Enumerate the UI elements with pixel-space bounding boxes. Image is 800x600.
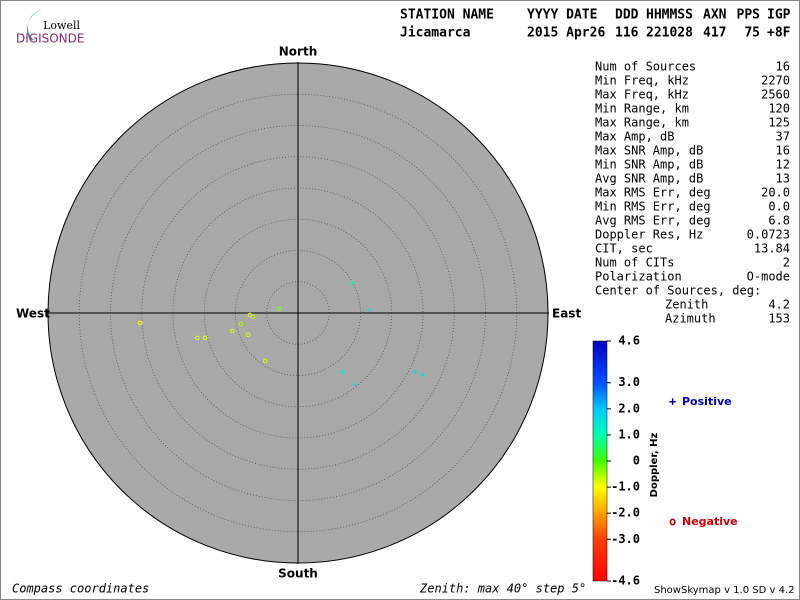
header-value: Jicamarca [400, 26, 471, 41]
stat-label: Max RMS Err, deg [595, 186, 711, 200]
colorbar-tick-label: 4.6 [618, 334, 640, 348]
south-label: South [278, 567, 318, 581]
center-stat-value: 4.2 [768, 298, 790, 312]
stat-value: 2270 [761, 74, 790, 88]
source-positive [420, 372, 426, 378]
legend-label: Negative [682, 515, 738, 528]
stat-label: Avg SNR Amp, dB [595, 172, 703, 186]
source-negative [202, 335, 208, 341]
header-column: STATION NAME [400, 8, 494, 23]
source-positive [349, 280, 355, 286]
colorbar-tick-label: 1.0 [618, 427, 640, 441]
stat-value: 20.0 [761, 186, 790, 200]
colorbar-tick-label: 2.0 [618, 401, 640, 415]
logo-bottom: DIGISONDE [16, 32, 84, 46]
source-positive [412, 369, 418, 375]
header-column: DDD [615, 8, 639, 23]
colorbar-tick-label: 0 [633, 454, 640, 468]
stat-label: Min SNR Amp, dB [595, 158, 703, 172]
legend-symbol: + [669, 395, 676, 409]
header-column: IGP [767, 8, 791, 23]
stat-label: Max Range, km [595, 116, 689, 130]
source-positive [339, 369, 345, 375]
source-negative [137, 320, 143, 326]
stat-value: 125 [768, 116, 790, 130]
logo-top: Lowell [43, 19, 80, 32]
center-stat-value: 153 [768, 312, 790, 326]
legend-label: Positive [682, 395, 732, 408]
source-positive [366, 307, 372, 313]
east-label: East [552, 307, 581, 321]
colorbar-label: Doppler, Hz [649, 433, 660, 498]
center-label: Center of Sources, deg: [595, 284, 761, 298]
stat-value: 13.84 [754, 242, 790, 256]
header-column: HHMMSS [646, 8, 693, 23]
colorbar-tick-label: -2.0 [611, 506, 640, 520]
stat-value: 12 [776, 158, 790, 172]
footer-right: ShowSkymap v 1.0 SD v 4.2 [654, 585, 794, 596]
west-label: West [16, 307, 50, 321]
legend-symbol: o [669, 515, 676, 529]
stat-label: Min Freq, kHz [595, 74, 689, 88]
source-negative [250, 314, 256, 320]
stat-value: 0.0723 [747, 228, 790, 242]
header-value: 417 [703, 26, 726, 41]
colorbar-tick-label: -3.0 [611, 532, 640, 546]
colorbar-tick-label: 3.0 [618, 375, 640, 389]
stat-value: 2560 [761, 88, 790, 102]
stat-label: Max Freq, kHz [595, 88, 689, 102]
header-value: 2015 Apr26 [527, 26, 605, 41]
header-value: +8F [767, 26, 791, 41]
stat-label: CIT, sec [595, 242, 653, 256]
stat-value: 37 [776, 130, 790, 144]
stat-label: Num of Sources [595, 60, 696, 74]
stat-label: Num of CITs [595, 256, 674, 270]
stat-value: 16 [776, 144, 790, 158]
source-negative [238, 321, 244, 327]
source-negative [276, 306, 282, 312]
footer-left: Compass coordinates [12, 582, 149, 596]
source-negative [229, 328, 235, 334]
source-negative [262, 358, 268, 364]
stat-value: 120 [768, 102, 790, 116]
stat-label: Min Range, km [595, 102, 689, 116]
source-negative [245, 332, 251, 338]
source-positive [352, 381, 358, 387]
stat-label: Max SNR Amp, dB [595, 144, 703, 158]
colorbar [592, 340, 608, 582]
header-column: YYYY DATE [527, 8, 597, 23]
stat-value: 13 [776, 172, 790, 186]
footer-middle: Zenith: max 40° step 5° [419, 582, 586, 596]
stat-label: Polarization [595, 270, 682, 284]
stat-label: Min RMS Err, deg [595, 200, 711, 214]
stat-value: 0.0 [768, 200, 790, 214]
stat-value: 6.8 [768, 214, 790, 228]
source-negative [247, 312, 253, 318]
header-value: 221028 [646, 26, 693, 41]
stat-value: O-mode [747, 270, 790, 284]
center-stat-label: Zenith [665, 298, 708, 312]
colorbar-tick-label: -1.0 [611, 480, 640, 494]
stat-value: 16 [776, 60, 790, 74]
header-value: 116 [615, 26, 639, 41]
header-value: 75 [744, 26, 760, 41]
stat-label: Avg RMS Err, deg [595, 214, 711, 228]
stat-label: Doppler Res, Hz [595, 228, 703, 242]
header-column: PPS [737, 8, 761, 23]
stat-value: 2 [783, 256, 790, 270]
source-negative [194, 335, 200, 341]
logo-mark [26, 10, 42, 40]
header-column: AXN [703, 8, 727, 23]
stat-label: Max Amp, dB [595, 130, 674, 144]
north-label: North [279, 45, 317, 59]
center-stat-label: Azimuth [665, 312, 716, 326]
colorbar-tick-label: -4.6 [611, 574, 640, 588]
